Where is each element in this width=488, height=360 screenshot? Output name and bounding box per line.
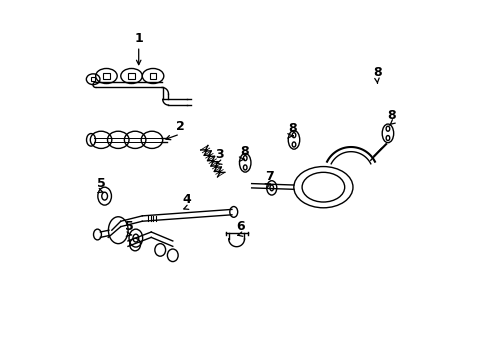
Text: 2: 2 [175, 120, 184, 133]
Text: 1: 1 [134, 32, 143, 45]
Text: 5: 5 [97, 177, 105, 190]
Text: 4: 4 [183, 193, 191, 206]
Text: 8: 8 [372, 66, 381, 79]
Text: 6: 6 [236, 220, 244, 233]
Text: 5: 5 [124, 220, 133, 233]
Bar [149, 73, 156, 79]
Text: 7: 7 [264, 170, 273, 183]
Bar [128, 73, 135, 79]
Text: 3: 3 [215, 148, 223, 161]
Text: 8: 8 [386, 109, 395, 122]
Bar [91, 77, 95, 81]
Text: 8: 8 [288, 122, 297, 135]
Bar [103, 73, 109, 79]
Text: 8: 8 [240, 145, 248, 158]
